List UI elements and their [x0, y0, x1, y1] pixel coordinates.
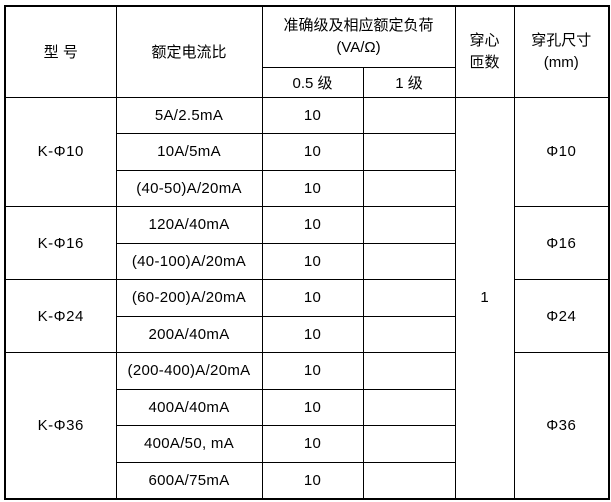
model-cell: K-Φ24: [4, 279, 117, 353]
class1-cell: [362, 242, 456, 280]
class1-cell: [362, 388, 456, 426]
header-ratio: 额定电流比: [115, 5, 263, 98]
header-hole: 穿孔尺寸 (mm): [513, 5, 610, 98]
ratio-cell: 200A/40mA: [115, 315, 263, 353]
table-row: K-Φ16 120A/40mA 10 Φ16: [4, 206, 610, 280]
table-row: K-Φ24 (60-200)A/20mA 10 Φ24: [4, 279, 610, 353]
ratio-cell: 120A/40mA: [115, 206, 263, 244]
table-row: 600A/75mA 10: [5, 461, 609, 499]
hole-cell: Φ10: [513, 96, 610, 207]
class05-cell: 10: [261, 425, 364, 463]
model-cell: K-Φ10: [4, 96, 117, 207]
ratio-cell: 400A/50, mA: [115, 425, 263, 463]
class1-cell: [362, 315, 456, 353]
ratio-cell: (200-400)A/20mA: [115, 352, 263, 390]
header-turns-line2: 匝数: [469, 53, 500, 71]
table-row: 400A/50, mA 10: [5, 425, 609, 463]
ratio-cell: (60-200)A/20mA: [115, 279, 263, 317]
header-turns: 穿心 匝数: [454, 5, 515, 98]
class1-cell: [362, 133, 456, 171]
class05-cell: 10: [261, 242, 364, 280]
header-class05: 0.5 级: [261, 66, 364, 98]
header-hole-line1: 穿孔尺寸: [531, 32, 592, 49]
hole-cell: Φ16: [513, 206, 610, 280]
table-row: 200A/40mA 10: [5, 315, 609, 353]
header-row-sub: 0.5 级 1 级: [5, 66, 609, 98]
ratio-cell: (40-100)A/20mA: [115, 242, 263, 280]
class05-cell: 10: [261, 169, 364, 207]
model-cell: K-Φ16: [4, 206, 117, 280]
ratio-cell: 400A/40mA: [115, 388, 263, 426]
class1-cell: [362, 461, 456, 499]
ratio-cell: 5A/2.5mA: [115, 96, 263, 134]
model-cell: K-Φ36: [4, 352, 117, 499]
ratio-cell: 10A/5mA: [115, 133, 263, 171]
class1-cell: [362, 352, 456, 390]
class05-cell: 10: [261, 315, 364, 353]
turns-cell: 1: [454, 96, 515, 499]
table-row: K-Φ10 5A/2.5mA 10 1 Φ10: [4, 96, 610, 499]
header-hole-line2: (mm): [543, 53, 579, 71]
table-row: (40-100)A/20mA 10: [5, 242, 609, 280]
class05-cell: 10: [261, 133, 364, 171]
class05-cell: 10: [261, 206, 364, 244]
class1-cell: [362, 169, 456, 207]
header-turns-line1: 穿心: [469, 32, 500, 49]
class1-cell: [362, 206, 456, 244]
class1-cell: [362, 279, 456, 317]
hole-cell: Φ36: [513, 352, 610, 499]
header-accuracy-line1: 准确级及相应额定负荷: [283, 17, 434, 34]
header-accuracy: 准确级及相应额定负荷 (VA/Ω): [261, 5, 456, 68]
class1-cell: [362, 425, 456, 463]
class05-cell: 10: [261, 96, 364, 134]
table-row: 10A/5mA 10: [5, 133, 609, 171]
class05-cell: 10: [261, 279, 364, 317]
header-model: 型 号: [4, 5, 117, 98]
header-row-top: 型 号 额定电流比 准确级及相应额定负荷 (VA/Ω) 穿心 匝数 穿孔尺寸 (…: [4, 5, 610, 98]
table-row: (40-50)A/20mA 10: [5, 169, 609, 207]
hole-cell: Φ24: [513, 279, 610, 353]
header-accuracy-line2: (VA/Ω): [336, 38, 381, 56]
class05-cell: 10: [261, 388, 364, 426]
spec-table: 型 号 额定电流比 准确级及相应额定负荷 (VA/Ω) 穿心 匝数 穿孔尺寸 (…: [4, 5, 611, 500]
class05-cell: 10: [261, 461, 364, 499]
class05-cell: 10: [261, 352, 364, 390]
table-row: K-Φ36 (200-400)A/20mA 10 Φ36: [4, 352, 610, 499]
ratio-cell: (40-50)A/20mA: [115, 169, 263, 207]
header-class1: 1 级: [362, 66, 456, 98]
ratio-cell: 600A/75mA: [115, 461, 263, 499]
class1-cell: [362, 96, 456, 134]
